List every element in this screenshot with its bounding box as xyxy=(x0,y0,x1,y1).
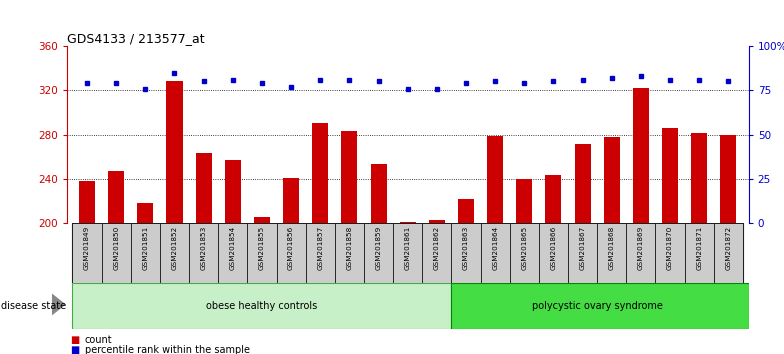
Bar xyxy=(568,223,597,283)
Bar xyxy=(335,223,364,283)
Text: GSM201862: GSM201862 xyxy=(434,226,440,270)
Bar xyxy=(160,223,189,283)
Bar xyxy=(684,223,713,283)
Text: GSM201850: GSM201850 xyxy=(113,226,119,270)
Bar xyxy=(516,179,532,223)
Bar xyxy=(510,223,539,283)
Bar xyxy=(225,160,241,223)
Text: GSM201866: GSM201866 xyxy=(550,226,557,270)
Text: GSM201856: GSM201856 xyxy=(288,226,294,270)
Text: GSM201853: GSM201853 xyxy=(201,226,207,270)
Bar xyxy=(248,223,277,283)
Text: GSM201849: GSM201849 xyxy=(84,226,90,270)
Bar xyxy=(72,223,102,283)
Text: GSM201864: GSM201864 xyxy=(492,226,498,270)
Text: ■: ■ xyxy=(71,346,80,354)
Bar xyxy=(131,223,160,283)
Text: GSM201858: GSM201858 xyxy=(347,226,352,270)
Bar xyxy=(452,223,481,283)
Text: disease state: disease state xyxy=(1,301,66,311)
Bar xyxy=(312,124,328,223)
Text: obese healthy controls: obese healthy controls xyxy=(206,301,318,311)
Bar xyxy=(137,203,154,223)
Bar xyxy=(254,217,270,223)
Text: GSM201868: GSM201868 xyxy=(608,226,615,270)
Text: percentile rank within the sample: percentile rank within the sample xyxy=(85,346,249,354)
Bar xyxy=(364,223,393,283)
Bar xyxy=(72,283,452,329)
Text: GSM201865: GSM201865 xyxy=(521,226,528,270)
Bar xyxy=(393,223,423,283)
Text: GSM201872: GSM201872 xyxy=(725,226,731,270)
Text: GSM201871: GSM201871 xyxy=(696,226,702,270)
Bar xyxy=(487,136,503,223)
Text: ■: ■ xyxy=(71,335,80,345)
Bar xyxy=(277,223,306,283)
Bar xyxy=(662,128,678,223)
Text: GSM201861: GSM201861 xyxy=(405,226,411,270)
Text: GSM201857: GSM201857 xyxy=(318,226,323,270)
Bar xyxy=(452,283,749,329)
Bar xyxy=(218,223,248,283)
Bar xyxy=(575,144,590,223)
Bar xyxy=(539,223,568,283)
Text: GSM201863: GSM201863 xyxy=(463,226,469,270)
Bar xyxy=(713,223,743,283)
Text: GSM201859: GSM201859 xyxy=(376,226,382,270)
Polygon shape xyxy=(52,293,66,316)
Bar xyxy=(196,153,212,223)
Bar xyxy=(306,223,335,283)
Bar xyxy=(79,181,95,223)
Bar xyxy=(633,88,649,223)
Bar xyxy=(626,223,655,283)
Text: GSM201854: GSM201854 xyxy=(230,226,236,270)
Text: GDS4133 / 213577_at: GDS4133 / 213577_at xyxy=(67,32,205,45)
Bar xyxy=(481,223,510,283)
Bar xyxy=(546,176,561,223)
Bar xyxy=(655,223,684,283)
Bar xyxy=(720,135,736,223)
Bar xyxy=(283,178,299,223)
Bar xyxy=(341,131,358,223)
Bar xyxy=(166,81,183,223)
Bar xyxy=(597,223,626,283)
Bar xyxy=(429,220,445,223)
Text: GSM201852: GSM201852 xyxy=(172,226,177,270)
Bar xyxy=(458,199,474,223)
Text: polycystic ovary syndrome: polycystic ovary syndrome xyxy=(532,301,662,311)
Text: GSM201851: GSM201851 xyxy=(143,226,148,270)
Bar xyxy=(691,133,707,223)
Bar xyxy=(102,223,131,283)
Bar xyxy=(400,222,416,223)
Bar xyxy=(423,223,452,283)
Text: GSM201867: GSM201867 xyxy=(579,226,586,270)
Text: GSM201855: GSM201855 xyxy=(259,226,265,270)
Text: count: count xyxy=(85,335,112,345)
Bar xyxy=(604,137,619,223)
Bar xyxy=(108,171,124,223)
Bar xyxy=(189,223,218,283)
Text: GSM201869: GSM201869 xyxy=(638,226,644,270)
Bar xyxy=(371,164,387,223)
Text: GSM201870: GSM201870 xyxy=(667,226,673,270)
